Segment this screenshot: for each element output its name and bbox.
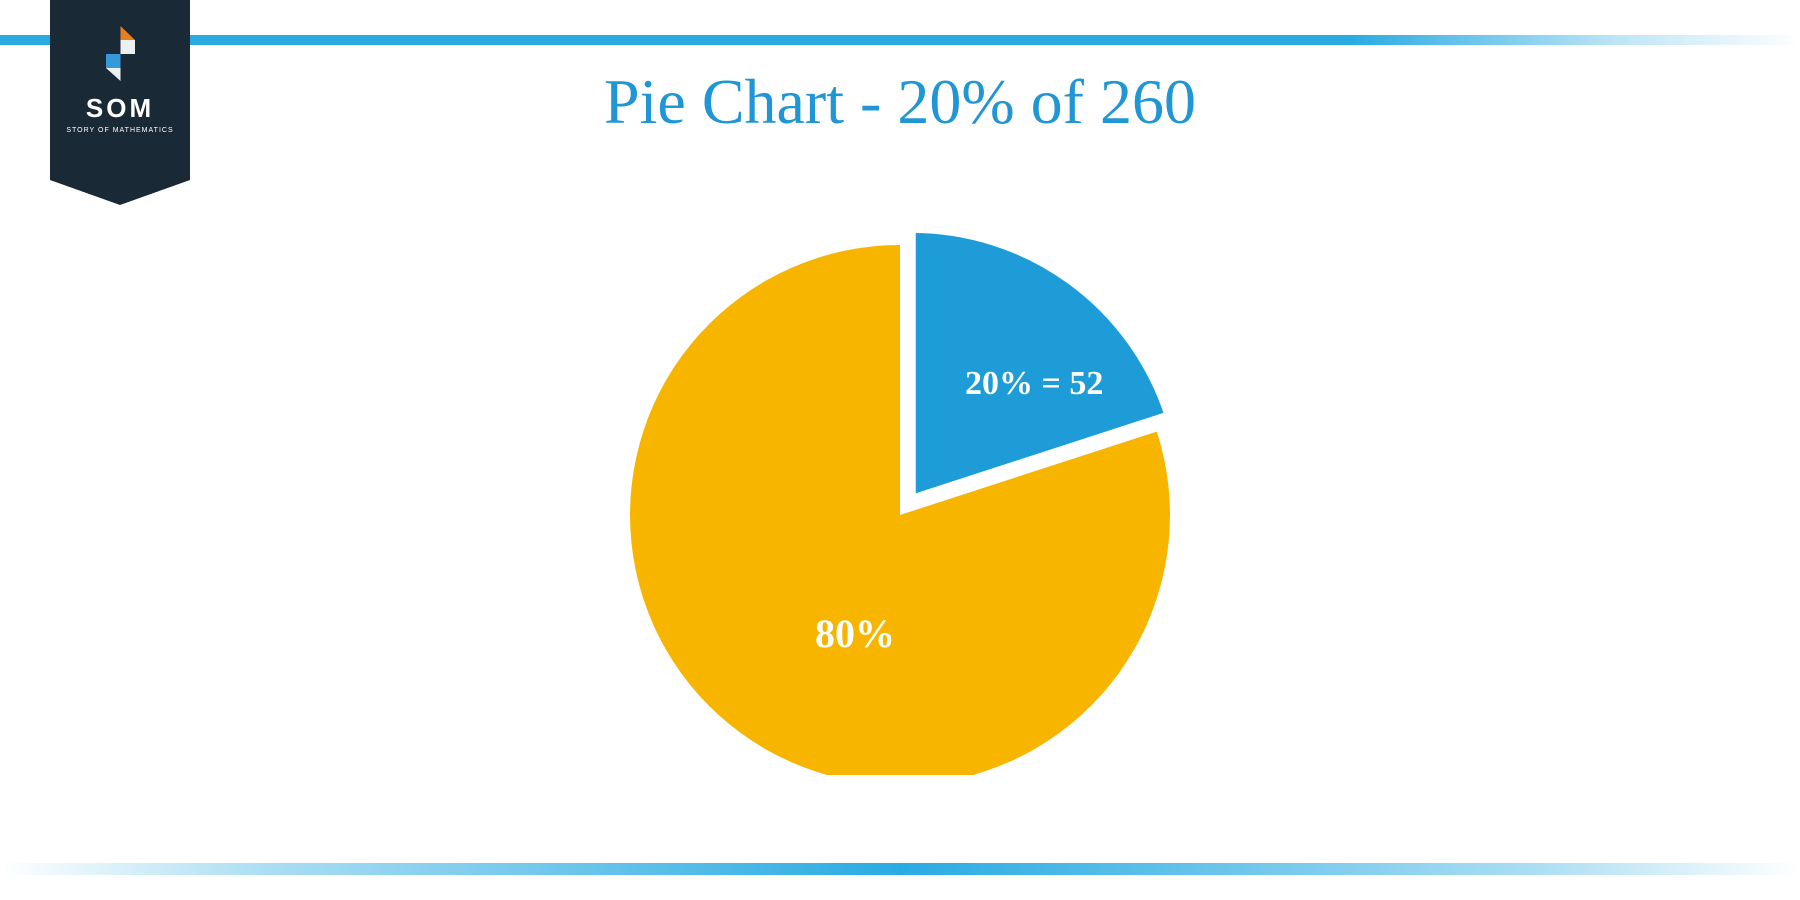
pie-slice-label-1: 80% [815,610,895,657]
pie-slice-label-0: 20% = 52 [965,365,1103,403]
top-accent-bar [0,35,1800,45]
pie-chart: 20% = 52 80% [620,215,1180,775]
bottom-accent-bar [0,863,1800,875]
logo-badge: SOM STORY OF MATHEMATICS [50,0,190,180]
logo-subtext: STORY OF MATHEMATICS [66,127,173,134]
logo-icon [93,26,148,81]
logo-text: SOM [86,93,154,124]
chart-title: Pie Chart - 20% of 260 [604,65,1196,139]
